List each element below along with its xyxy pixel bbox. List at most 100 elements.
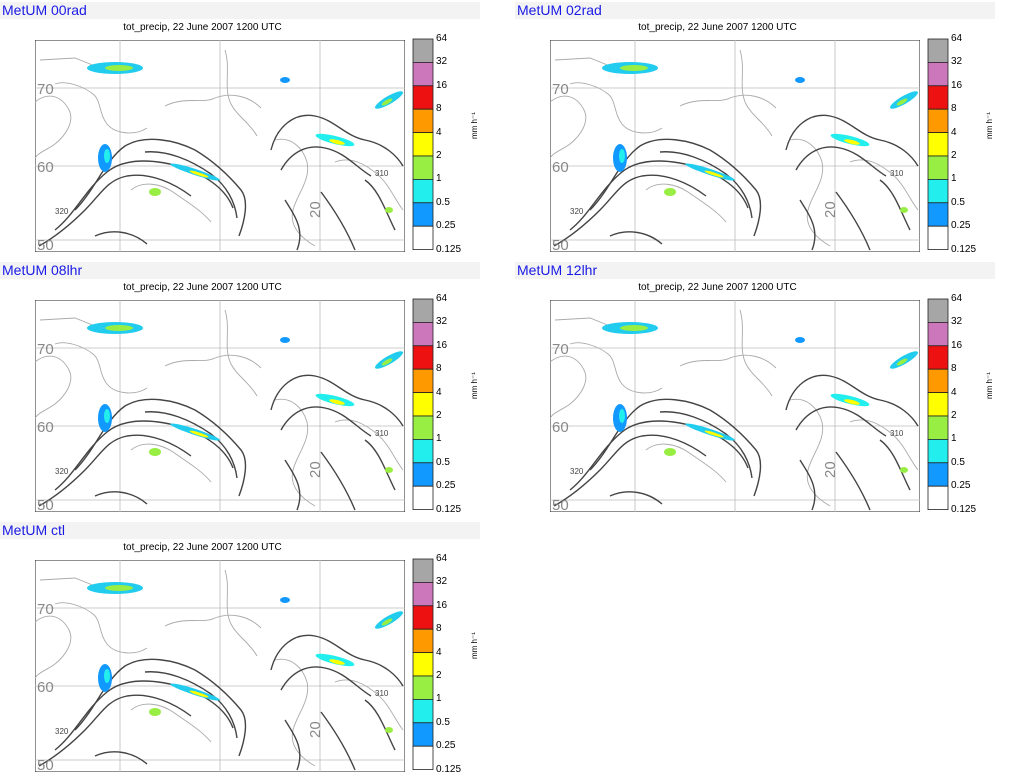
colorbar-box [412, 628, 434, 653]
colorbar-box [412, 345, 434, 370]
colorbar-tick-label: 64 [951, 33, 963, 44]
colorbar-tick-label: 16 [436, 339, 448, 351]
contour-label-310: 310 [375, 169, 389, 178]
coastlines [35, 309, 404, 507]
colorbar-box [412, 368, 434, 393]
pressure-contours [38, 634, 404, 771]
panel-label: MetUM 12lhr [517, 262, 598, 278]
colorbar-tick-label: 0.5 [436, 716, 450, 728]
coastlines [35, 49, 404, 247]
panel-label: MetUM ctl [2, 522, 65, 538]
precipitation-map: 70 60 50 20 320 310 [35, 300, 405, 512]
colorbar-box [927, 345, 949, 370]
colorbar-unit: mm h⁻¹ [470, 112, 479, 139]
precipitation-map: 70 60 50 20 320 310 [550, 40, 920, 252]
colorbar-tick-label: 2 [436, 150, 442, 161]
colorbar-box [927, 438, 949, 464]
colorbar-tick-label: 2 [951, 410, 957, 421]
coastlines [550, 49, 919, 247]
chart-title: tot_precip, 22 June 2007 1200 UTC [638, 282, 797, 293]
colorbar-box [412, 745, 434, 770]
coastlines [550, 309, 919, 507]
colorbar-box [412, 605, 434, 630]
chart-title: tot_precip, 22 June 2007 1200 UTC [638, 22, 797, 33]
colorbar-tick-label: 0.25 [436, 740, 456, 752]
lon-label-20: 20 [822, 201, 839, 218]
colorbar-box [927, 298, 949, 323]
colorbar-box [412, 438, 434, 464]
colorbar-box [927, 155, 949, 180]
colorbar-tick-label: 4 [436, 386, 442, 398]
colorbar-box [927, 462, 949, 487]
colorbar-tick-label: 0.25 [951, 480, 971, 492]
colorbar-unit: mm h⁻¹ [985, 112, 994, 139]
panel-label: MetUM 02rad [517, 2, 602, 18]
contour-label-310: 310 [375, 689, 389, 698]
colorbar-box [927, 368, 949, 393]
colorbar-tick-label: 8 [951, 363, 957, 375]
colorbar-box [412, 415, 434, 440]
precip-patches [87, 62, 403, 213]
chart-title: tot_precip, 22 June 2007 1200 UTC [123, 282, 282, 293]
colorbar-tick-label: 0.125 [951, 243, 977, 255]
colorbar-box [927, 225, 949, 250]
colorbar [412, 298, 434, 510]
lat-label-50: 50 [37, 757, 54, 772]
colorbar-box [412, 108, 434, 133]
colorbar-tick-label: 16 [951, 339, 963, 351]
lon-label-20: 20 [307, 201, 324, 218]
lat-label-70: 70 [552, 81, 569, 98]
lat-label-60: 60 [552, 159, 569, 176]
colorbar-tick-label: 1 [436, 433, 442, 445]
contour-label-310: 310 [890, 429, 904, 438]
chart-panel-5: MetUM ctl tot_precip, 22 June 2007 1200 … [0, 522, 480, 778]
colorbar-box [412, 581, 434, 607]
panel-label: MetUM 08lhr [2, 262, 83, 278]
colorbar-tick-label: 4 [436, 646, 442, 658]
panel-header [0, 522, 480, 539]
colorbar-tick-label: 32 [436, 576, 448, 588]
coastlines [35, 569, 404, 767]
map-grid [35, 560, 405, 772]
lat-label-50: 50 [552, 237, 569, 252]
lat-label-70: 70 [37, 601, 54, 618]
colorbar-unit: mm h⁻¹ [470, 372, 479, 399]
lat-label-60: 60 [552, 419, 569, 436]
precip-patches [602, 62, 918, 213]
colorbar-tick-label: 0.125 [436, 243, 462, 255]
lon-label-20: 20 [822, 461, 839, 478]
precipitation-map: 70 60 50 20 320 310 [550, 300, 920, 512]
colorbar-tick-label: 0.25 [436, 480, 456, 492]
colorbar-tick-label: 1 [436, 173, 442, 185]
lat-label-60: 60 [37, 419, 54, 436]
colorbar-box [412, 298, 434, 323]
colorbar-box [927, 132, 949, 157]
pressure-contours [38, 374, 404, 511]
colorbar-box [412, 462, 434, 487]
contour-label-320: 320 [55, 467, 69, 476]
colorbar [412, 38, 434, 250]
lon-label-20: 20 [307, 461, 324, 478]
colorbar-tick-label: 64 [951, 293, 963, 304]
colorbar-tick-label: 32 [951, 316, 963, 328]
colorbar-box [412, 652, 434, 677]
colorbar-tick-label: 0.5 [436, 196, 450, 208]
colorbar-box [412, 202, 434, 227]
chart-title: tot_precip, 22 June 2007 1200 UTC [123, 22, 282, 33]
contour-label-320: 320 [570, 467, 584, 476]
colorbar-tick-label: 32 [436, 316, 448, 328]
contour-label-320: 320 [55, 727, 69, 736]
contour-label-320: 320 [55, 207, 69, 216]
precip-patches [602, 322, 918, 473]
colorbar-box [412, 38, 434, 63]
lon-label-20: 20 [307, 721, 324, 738]
colorbar-tick-label: 0.25 [436, 220, 456, 232]
colorbar-box [412, 155, 434, 180]
colorbar-tick-label: 0.5 [436, 456, 450, 468]
contour-label-310: 310 [375, 429, 389, 438]
colorbar-tick-label: 64 [436, 33, 448, 44]
colorbar-tick-label: 1 [436, 693, 442, 705]
lat-label-50: 50 [552, 497, 569, 512]
colorbar-unit: mm h⁻¹ [985, 372, 994, 399]
chart-panel-3: MetUM 08lhr tot_precip, 22 June 2007 120… [0, 262, 480, 518]
